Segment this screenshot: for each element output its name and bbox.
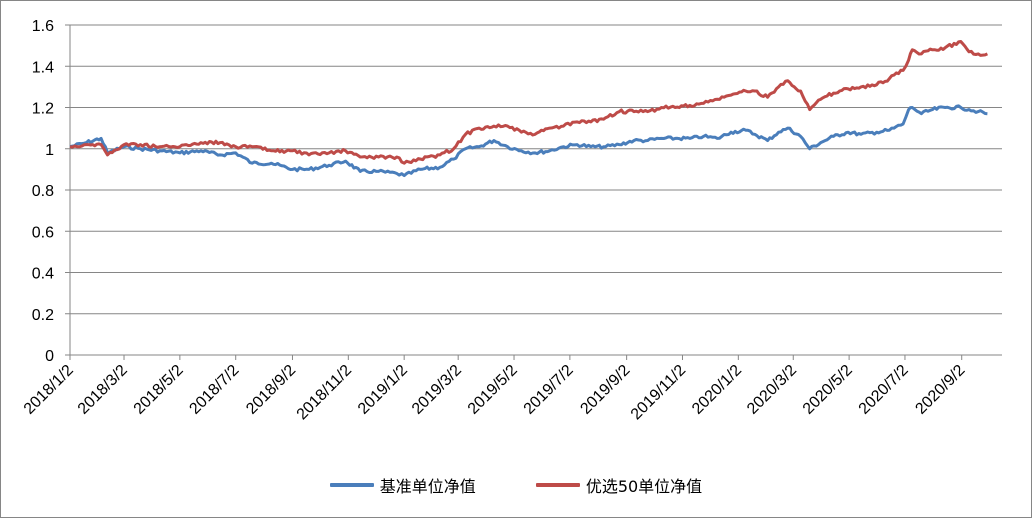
y-tick-label: 1.4: [32, 59, 54, 76]
axes: [65, 24, 1002, 360]
x-tick-label: 2020/9/2: [912, 362, 968, 418]
legend-swatch-select50: [535, 483, 580, 487]
x-tick-label: 2018/1/2: [21, 362, 77, 418]
x-tick-label: 2019/11/2: [628, 362, 690, 424]
x-tick-label: 2018/3/2: [75, 362, 131, 418]
legend-item-benchmark: 基准单位净值: [329, 473, 476, 497]
x-tick-label: 2020/1/2: [689, 362, 745, 418]
x-tick-label: 2019/3/2: [409, 362, 465, 418]
gridlines: [70, 24, 1002, 315]
x-tick-label: 2019/9/2: [577, 362, 633, 418]
y-tick-label: 1.6: [32, 18, 54, 35]
y-tick-label: 0.6: [32, 224, 54, 241]
x-tick-label: 2019/1/2: [355, 362, 411, 418]
y-tick-label: 0.8: [32, 183, 54, 200]
y-tick-labels: 0 0.2 0.4 0.6 0.8 1 1.2 1.4 1.6: [32, 18, 54, 365]
x-tick-label: 2018/11/2: [294, 362, 356, 424]
y-tick-label: 0.2: [32, 307, 54, 324]
legend-item-select50: 优选50单位净值: [535, 473, 703, 497]
x-tick-label: 2019/7/2: [521, 362, 577, 418]
y-tick-label: 1: [45, 142, 54, 159]
legend-swatch-benchmark: [329, 483, 374, 487]
y-tick-label: 0.4: [32, 266, 54, 283]
y-tick-label: 0: [45, 348, 54, 365]
legend-label-select50: 优选50单位净值: [585, 477, 703, 496]
x-tick-label: 2018/7/2: [186, 362, 242, 418]
series-line-select50: [69, 40, 988, 165]
legend: 基准单位净值 优选50单位净值: [0, 470, 1032, 500]
x-tick-label: 2019/5/2: [465, 362, 521, 418]
x-tick-label: 2018/9/2: [243, 362, 299, 418]
x-tick-label: 2020/3/2: [744, 362, 800, 418]
y-tick-label: 1.2: [32, 101, 54, 118]
legend-label-benchmark: 基准单位净值: [379, 477, 476, 496]
series-lines: [69, 40, 988, 178]
x-tick-label: 2020/5/2: [800, 362, 856, 418]
x-tick-label: 2020/7/2: [856, 362, 912, 418]
series-line-benchmark: [69, 104, 988, 178]
x-tick-label: 2018/5/2: [131, 362, 187, 418]
